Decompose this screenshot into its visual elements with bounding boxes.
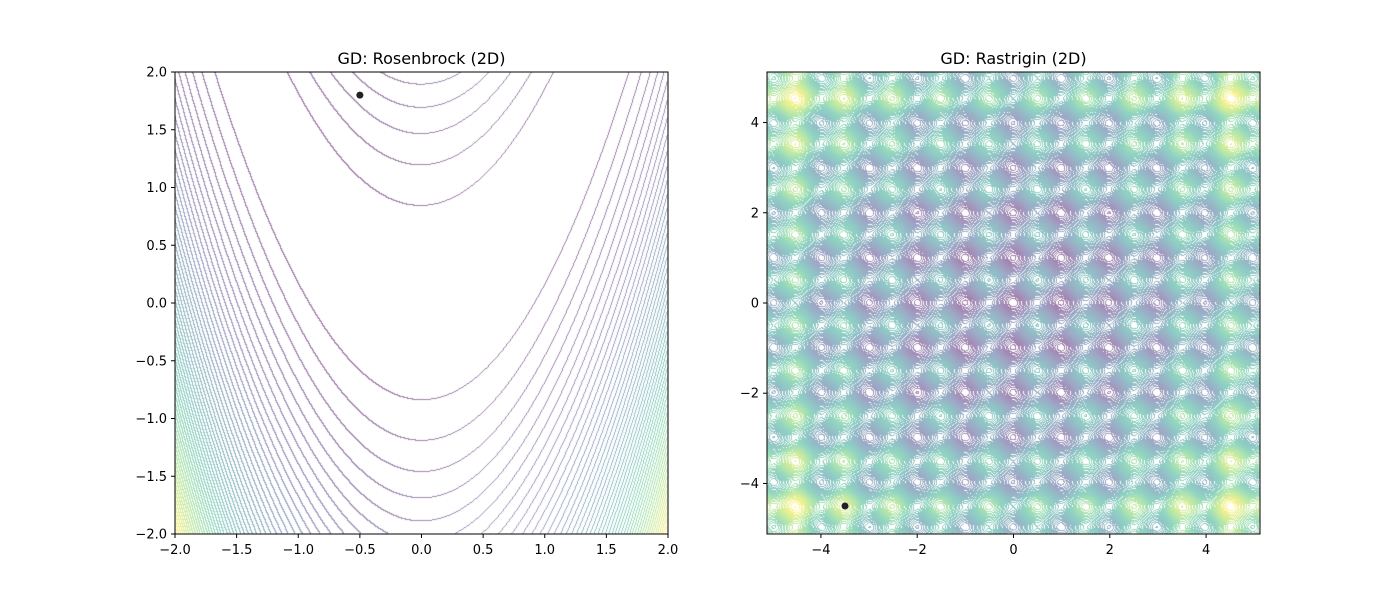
y-tick-label: 0 [751,297,759,312]
x-tick-label: 4 [1202,543,1210,558]
rastrigin-title: GD: Rastrigin (2D) [940,49,1086,68]
rastrigin-contour-image [767,72,1260,534]
rastrigin-x-ticks: −4 −2 0 2 4 [811,534,1210,558]
rosenbrock-plot-area [175,72,668,534]
x-tick-label: 2 [1106,543,1114,558]
rosenbrock-y-ticks: −2.0 −1.5 −1.0 −0.5 0.0 0.5 1.0 1.5 2.0 [135,66,175,543]
y-tick-label: 1.5 [146,123,167,138]
y-tick-label: −0.5 [135,354,167,369]
rastrigin-start-marker [841,502,849,510]
y-tick-label: 0.0 [146,297,167,312]
rosenbrock-contour-image [175,72,668,534]
y-tick-label: −1.5 [135,470,167,485]
rastrigin-y-ticks: −4 −2 0 2 4 [740,116,767,492]
y-tick-label: 2.0 [146,66,167,81]
x-tick-label: −2.0 [159,543,191,558]
x-tick-label: 0 [1009,543,1017,558]
x-tick-label: 1.0 [534,543,555,558]
x-tick-label: −1.0 [282,543,314,558]
y-tick-label: −4 [740,477,759,492]
rastrigin-subplot: GD: Rastrigin (2D) −4 −2 0 2 4 −4 −2 0 2 4 [740,49,1261,558]
y-tick-label: −1.0 [135,412,167,427]
rosenbrock-subplot: GD: Rosenbrock (2D) −2.0 −1.5 −1.0 −0.5 0.0 0… [135,49,678,558]
rosenbrock-title: GD: Rosenbrock (2D) [337,49,505,68]
rosenbrock-x-ticks: −2.0 −1.5 −1.0 −0.5 0.0 0.5 1.0 1.5 2.0 [159,534,678,558]
x-tick-label: −4 [811,543,830,558]
y-tick-label: 4 [751,116,759,131]
x-tick-label: −1.5 [221,543,253,558]
x-tick-label: 0.0 [411,543,432,558]
y-tick-label: −2 [740,387,759,402]
y-tick-label: 1.0 [146,181,167,196]
rastrigin-plot-area [767,72,1260,534]
rosenbrock-start-marker [356,91,364,99]
y-tick-label: 0.5 [146,239,167,254]
x-tick-label: −2 [908,543,927,558]
x-tick-label: −0.5 [344,543,376,558]
y-tick-label: −2.0 [135,528,167,543]
x-tick-label: 1.5 [596,543,617,558]
x-tick-label: 0.5 [473,543,494,558]
y-tick-label: 2 [751,206,759,221]
x-tick-label: 2.0 [658,543,679,558]
